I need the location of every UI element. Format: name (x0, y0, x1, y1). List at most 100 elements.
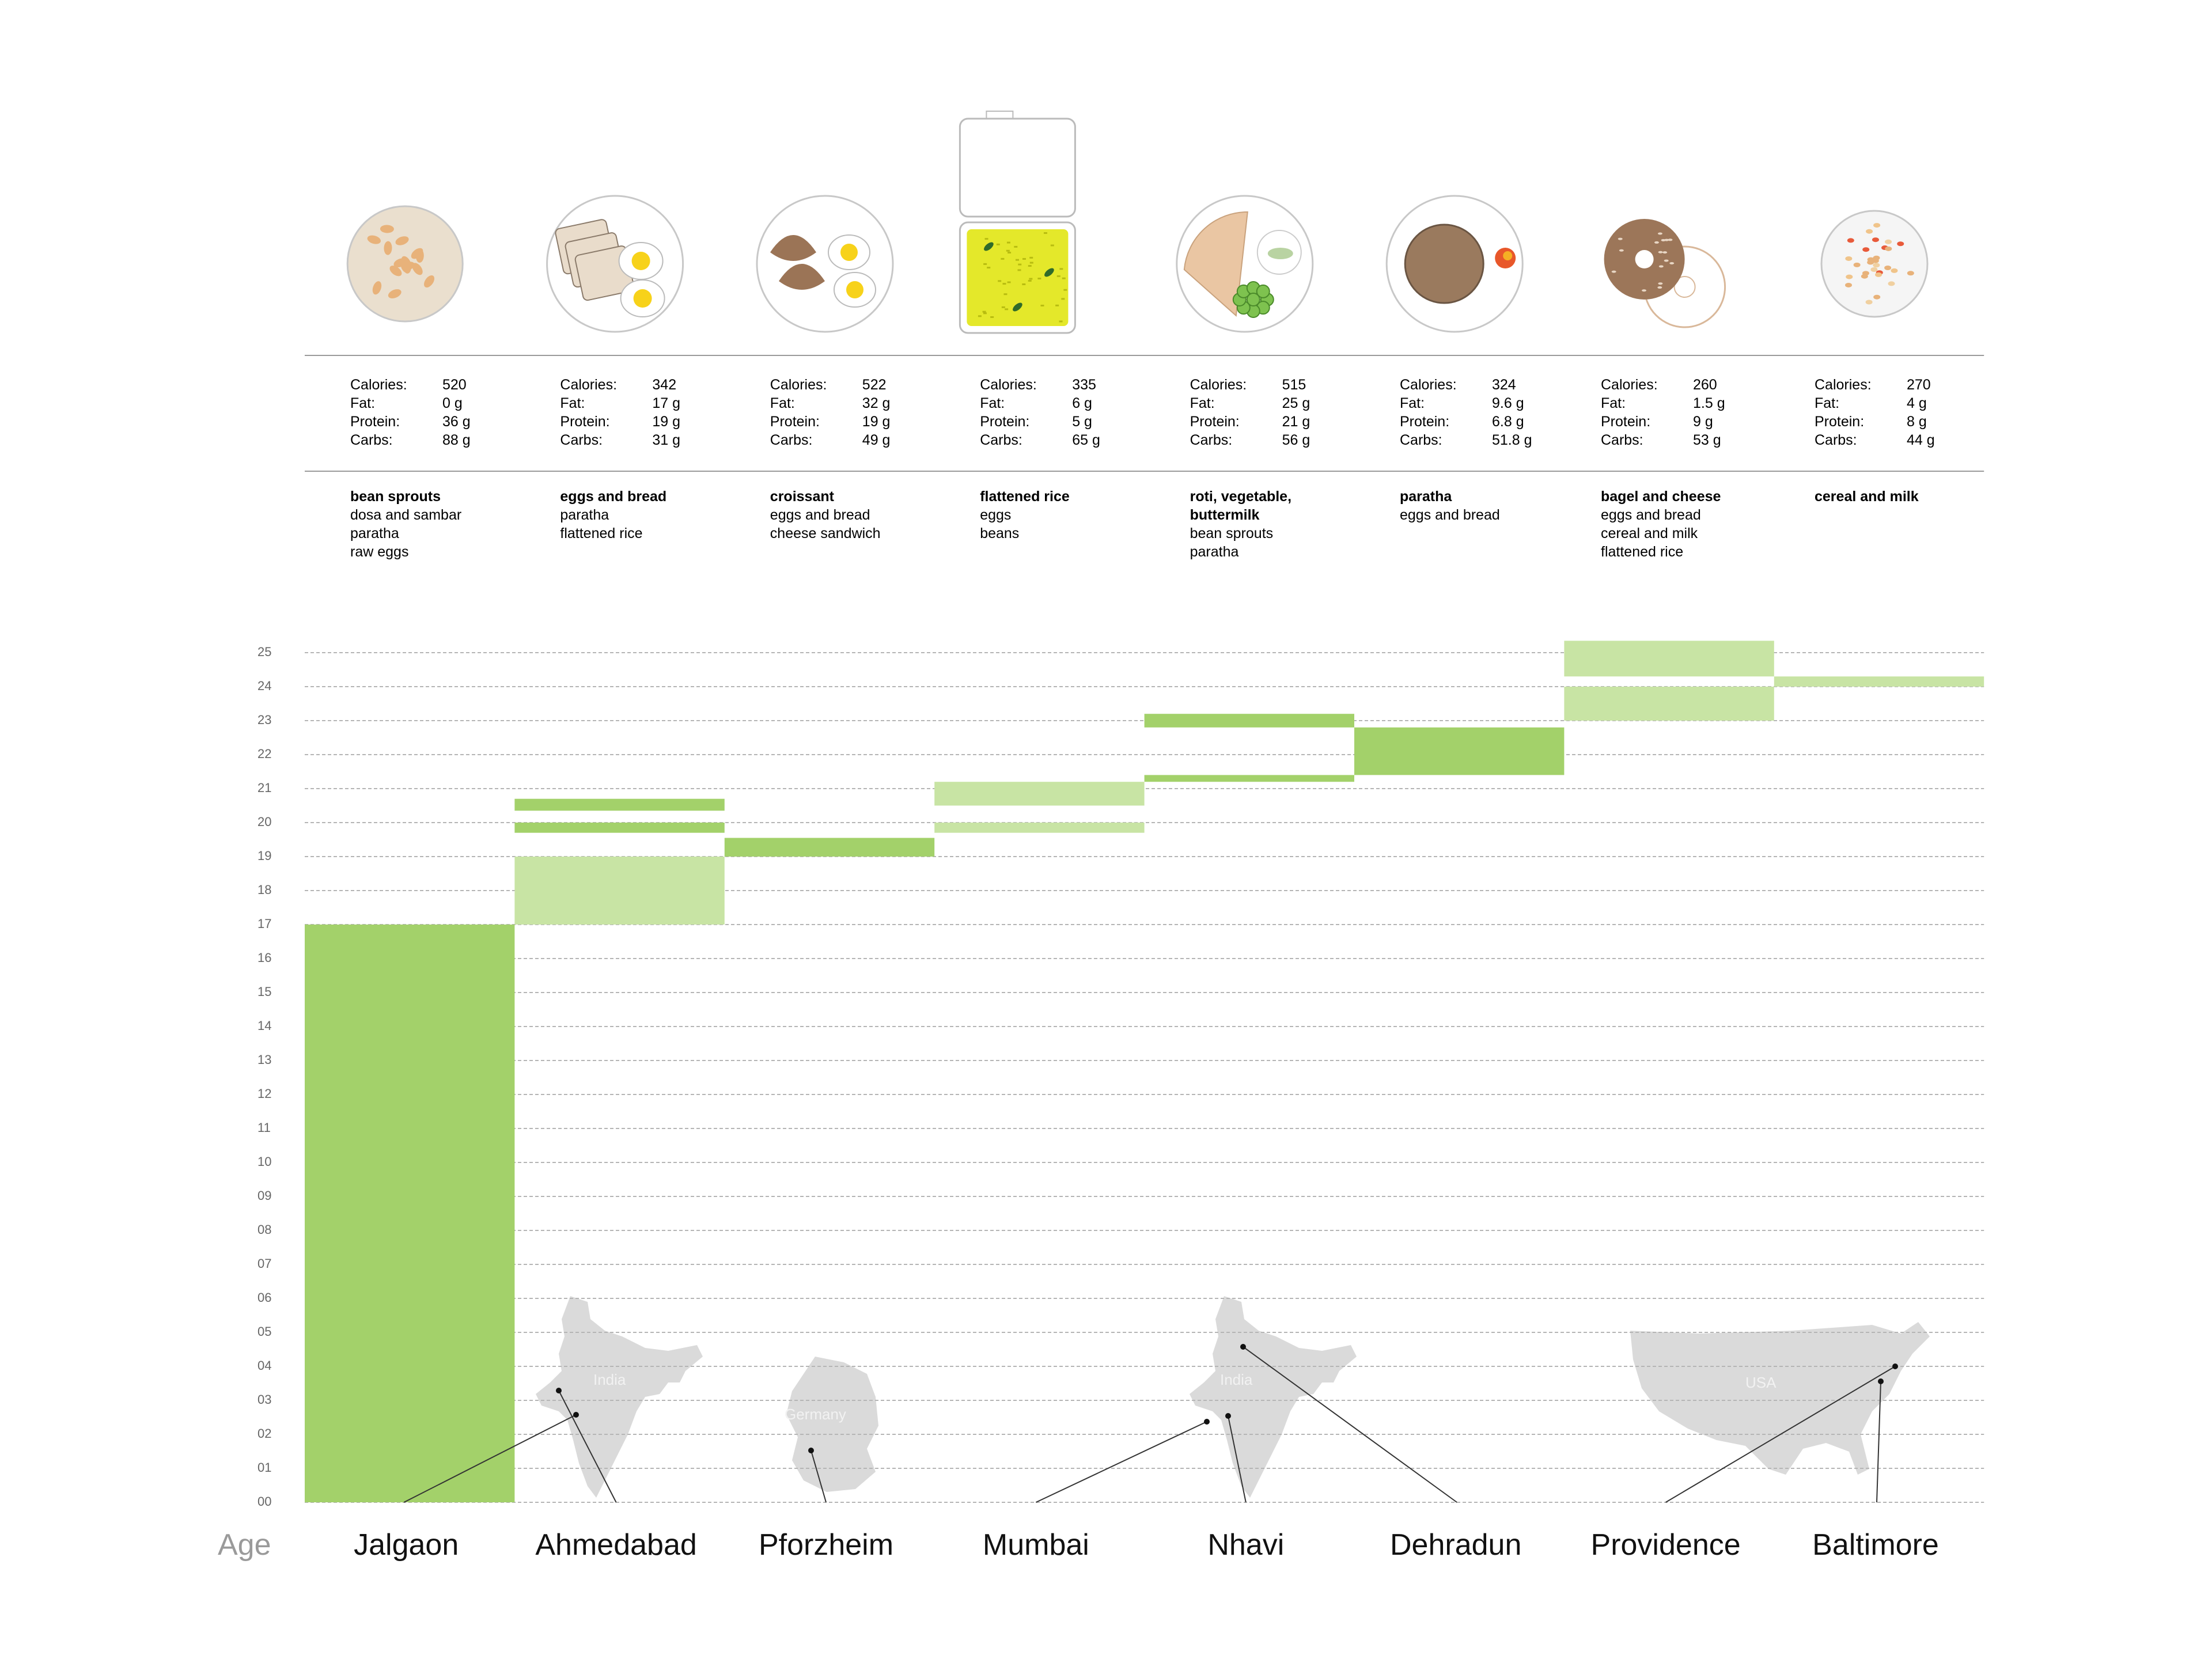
y-tick-21: 21 (257, 781, 272, 795)
city-dot-6 (1892, 1363, 1898, 1369)
nutrition-value: 270 (1907, 377, 1931, 393)
map-label-3: USA (1745, 1374, 1777, 1391)
city-label-baltimore: Baltimore (1812, 1528, 1939, 1562)
nutrition-value: 515 (1282, 377, 1306, 393)
city-dot-1 (556, 1388, 562, 1393)
y-tick-08: 08 (257, 1222, 272, 1237)
country-maps (536, 1296, 1930, 1498)
bar-segment-dehradun-9 (1354, 727, 1565, 775)
nutrition-value: 335 (1072, 377, 1096, 393)
nutrition-value: 31 g (652, 432, 681, 448)
nutrition-label: Calories: (350, 377, 407, 393)
map-label-0: India (593, 1371, 626, 1388)
y-tick-17: 17 (257, 916, 272, 931)
other-food: eggs (980, 507, 1012, 523)
other-food: paratha (1190, 544, 1239, 560)
bar-segment-ahmedabad-3 (514, 798, 725, 811)
nutrition-label: Calories: (1601, 377, 1658, 393)
y-tick-22: 22 (257, 747, 272, 761)
bagel-plate-icon (1604, 219, 1726, 328)
cashew-plate-icon (346, 205, 464, 323)
other-food: cheese sandwich (770, 525, 881, 541)
nutrition-label: Fat: (1190, 395, 1215, 411)
food-list-mumbai: flattened rice eggs beans (980, 487, 1124, 543)
nutrition-value: 44 g (1907, 432, 1935, 448)
y-tick-03: 03 (257, 1392, 272, 1407)
nutrition-label: Protein: (1815, 414, 1865, 430)
y-tick-14: 14 (257, 1018, 272, 1033)
other-food: bean sprouts (1190, 525, 1274, 541)
main-food: roti, vegetable, buttermilk (1190, 488, 1292, 523)
nutrition-label: Protein: (770, 414, 820, 430)
y-tick-23: 23 (257, 713, 272, 727)
roti-plate-icon (1176, 195, 1314, 333)
india-map-right (1190, 1296, 1357, 1498)
bar-segment-nhavi-8 (1144, 714, 1354, 728)
other-food: dosa and sambar (350, 507, 462, 523)
map-label-2: India (1220, 1371, 1253, 1388)
bar-segment-mumbai-6 (934, 782, 1145, 806)
city-label-jalgaon: Jalgaon (354, 1528, 459, 1562)
y-tick-02: 02 (257, 1426, 272, 1441)
nutrition-value: 53 g (1693, 432, 1721, 448)
bar-segment-pforzheim-4 (724, 838, 935, 857)
city-label-providence: Providence (1590, 1528, 1741, 1562)
nutrition-label: Fat: (980, 395, 1005, 411)
leader-line-6 (1665, 1366, 1896, 1503)
city-dot-2 (808, 1448, 814, 1453)
nutrition-label: Protein: (980, 414, 1030, 430)
nutrition-value: 1.5 g (1693, 395, 1725, 411)
nutrition-value: 9.6 g (1492, 395, 1524, 411)
nutrition-label: Fat: (1601, 395, 1626, 411)
nutrition-label: Carbs: (1190, 432, 1233, 448)
y-tick-01: 01 (257, 1460, 272, 1475)
nutrition-value: 522 (862, 377, 887, 393)
nutrition-label: Fat: (560, 395, 585, 411)
other-food: eggs and bread (1601, 507, 1701, 523)
leader-lines (403, 1344, 1898, 1503)
city-dot-0 (573, 1412, 579, 1418)
nutrition-value: 56 g (1282, 432, 1310, 448)
nutrition-value: 17 g (652, 395, 681, 411)
leader-line-3 (1035, 1421, 1207, 1503)
nutrition-label: Carbs: (560, 432, 603, 448)
bar-segment-baltimore-12 (1774, 676, 1984, 687)
nutrition-label: Calories: (1190, 377, 1247, 393)
india-map-left (536, 1296, 703, 1498)
city-label-mumbai: Mumbai (982, 1528, 1089, 1562)
city-label-dehradun: Dehradun (1389, 1528, 1522, 1562)
other-food: raw eggs (350, 544, 409, 560)
y-tick-09: 09 (257, 1188, 272, 1203)
divider-rules (305, 355, 1984, 472)
nutrition-label: Fat: (350, 395, 376, 411)
leader-line-0 (403, 1414, 577, 1503)
nutrition-value: 65 g (1072, 432, 1100, 448)
nutrition-label: Carbs: (350, 432, 393, 448)
leader-line-5 (1243, 1346, 1457, 1503)
other-food: cereal and milk (1601, 525, 1698, 541)
y-tick-10: 10 (257, 1154, 272, 1169)
other-food: flattened rice (1601, 544, 1684, 560)
nutrition-value: 324 (1492, 377, 1516, 393)
food-list-pforzheim: croissant eggs and bread cheese sandwich (770, 487, 914, 543)
y-tick-24: 24 (257, 679, 272, 693)
nutrition-label: Fat: (1815, 395, 1840, 411)
nutrition-value: 260 (1693, 377, 1717, 393)
nutrition-value: 6 g (1072, 395, 1092, 411)
nutrition-value: 25 g (1282, 395, 1310, 411)
city-label-pforzheim: Pforzheim (758, 1528, 894, 1562)
bread-and-eggs-plate-icon (546, 195, 684, 333)
food-list-nhavi: roti, vegetable, buttermilk bean sprouts p… (1190, 487, 1334, 561)
nutrition-value: 21 g (1282, 414, 1310, 430)
nutrition-value: 5 g (1072, 414, 1092, 430)
nutrition-label: Carbs: (980, 432, 1022, 448)
nutrition-value: 88 g (442, 432, 471, 448)
nutrition-label: Calories: (560, 377, 618, 393)
nutrition-value: 9 g (1693, 414, 1713, 430)
nutrition-label: Protein: (1601, 414, 1651, 430)
food-icons (346, 111, 1929, 334)
bar-segment-ahmedabad-2 (514, 823, 725, 833)
food-list-jalgaon: bean sprouts dosa and sambar paratha raw eg… (350, 487, 494, 561)
y-tick-05: 05 (257, 1324, 272, 1339)
